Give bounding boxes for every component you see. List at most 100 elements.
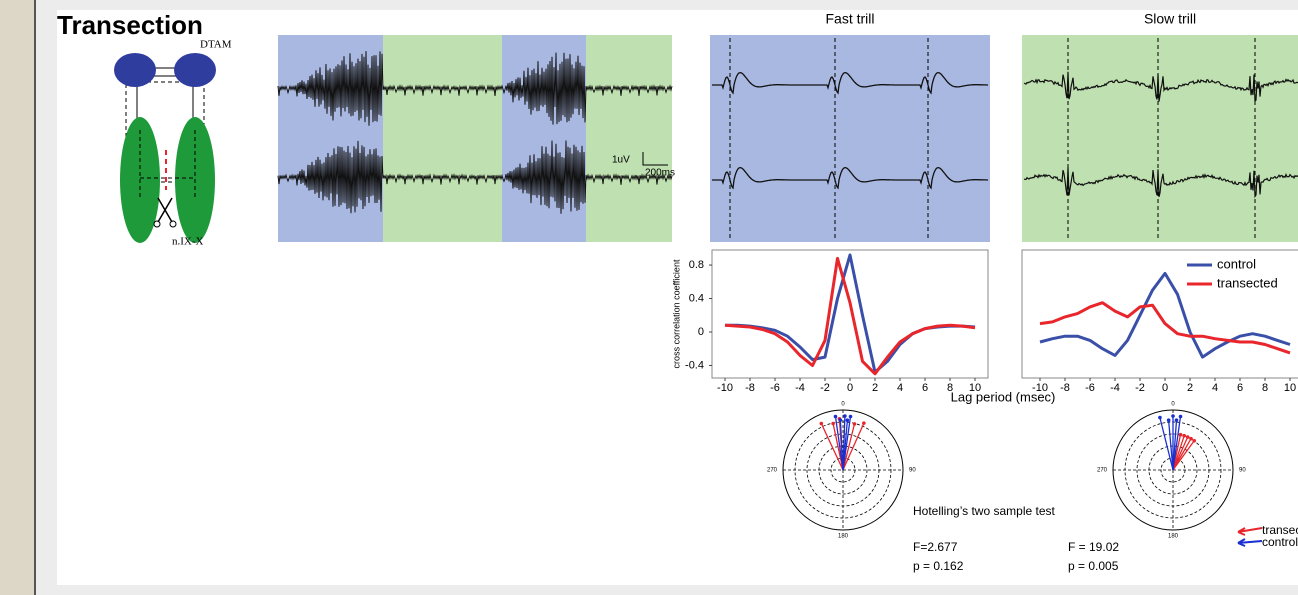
polar-arrow [842,423,856,471]
sidebar [0,0,35,595]
x-tick-label: 10 [969,382,981,394]
legend-label: control [1217,256,1256,271]
x-axis-label: Lag period (msec) [951,389,1056,404]
trace [1023,71,1298,103]
polar-arrowhead [852,422,857,426]
polar-label: 90 [1239,468,1246,474]
x-tick-label: -6 [1085,382,1095,394]
polar-label: 180 [1168,534,1179,540]
polar-arrowhead [843,414,847,418]
x-tick-label: 8 [947,382,953,394]
scale-label: 1uV [612,155,630,166]
slow-band [383,35,502,242]
panel-title: Fast trill [826,11,875,27]
x-tick-label: 4 [897,382,903,394]
x-tick-label: -6 [770,382,780,394]
slide-title: Transection [57,10,203,40]
x-tick-label: -4 [1110,382,1120,394]
polar-label: 270 [767,468,778,474]
scale-bar [642,152,668,166]
x-tick-label: 4 [1212,382,1218,394]
polar-arrowhead [1174,418,1179,422]
x-tick-label: 10 [1284,382,1296,394]
stat-p: p = 0.162 [913,559,964,573]
x-tick-label: -10 [1032,382,1048,394]
stat-p: p = 0.005 [1068,559,1119,573]
polar-arrowhead [831,421,835,426]
polar-arrowhead [1178,432,1183,437]
polar-arrow [1172,416,1182,471]
polar-arrowhead [819,421,824,426]
polar-arrow [842,422,865,471]
fast-band [502,35,586,242]
x-tick-label: -4 [795,382,805,394]
panel-title: Slow trill [1144,11,1196,27]
x-tick-label: 8 [1262,382,1268,394]
polar-arrowhead [1185,435,1190,439]
slow-trill-panel [1022,35,1298,242]
polar-label: 270 [1097,468,1108,474]
y-axis-label: cross correlation coefficient [671,259,681,368]
polar-arrow [834,416,844,471]
diagram-label: DTAM [200,39,232,51]
fast-band [278,35,383,242]
legend-arrow [1237,538,1263,547]
plot-frame [711,249,989,379]
x-tick-label: 6 [1237,382,1243,394]
diagram-label: n.IX-X [172,236,204,248]
legend-arrow [1237,527,1263,536]
polar-arrow [820,423,844,471]
polar-arrow [1167,420,1174,471]
slow-band [586,35,672,242]
stat-f: F=2.677 [913,540,958,554]
y-tick-label: -0.4 [685,359,704,371]
polar-arrowhead [833,414,838,419]
trace [277,51,673,126]
trace [712,71,988,95]
polar-arrow [1172,440,1195,471]
polar-label: 0 [841,402,845,408]
polar-arrowhead [1189,436,1193,441]
trace [277,140,673,214]
series-line [724,256,976,376]
x-tick-label: 0 [1162,382,1168,394]
x-tick-label: 0 [847,382,853,394]
polar-arrowhead [1166,418,1171,422]
x-tick-label: -8 [745,382,755,394]
polar-label: 0 [1171,402,1175,408]
x-tick-label: -2 [820,382,830,394]
legend-label: control [1262,535,1298,549]
series-line [1039,301,1291,355]
x-tick-label: -2 [1135,382,1145,394]
polar-arrowhead [1192,438,1197,443]
x-tick-label: 6 [922,382,928,394]
y-tick-label: 0.8 [689,259,704,271]
polar-arrowhead [862,421,866,425]
polar-arrowhead [1182,433,1186,438]
legend-label: transected [1217,275,1278,290]
scale-label: 200ms [645,168,675,179]
x-tick-label: -8 [1060,382,1070,394]
trace [1023,167,1298,199]
polar-label: 90 [909,468,916,474]
polar-arrowhead [838,418,843,422]
fast-trill-panel [710,35,990,242]
x-tick-label: 2 [1187,382,1193,394]
polar-arrowhead [1171,414,1175,418]
polar-arrowhead [845,418,850,422]
stat-f: F = 19.02 [1068,540,1119,554]
circuit-diagram: DTAM n.IX-X [114,39,232,248]
trace [712,166,988,190]
polar-arrowhead [1178,414,1183,419]
legend-label: transected [1262,523,1298,537]
polar-arrow [842,416,852,471]
polar-arrowhead [848,414,853,419]
polar-arrow [839,420,844,471]
polar-label: 180 [838,534,849,540]
x-tick-label: 2 [872,382,878,394]
y-tick-label: 0.4 [689,292,704,304]
y-tick-label: 0 [698,326,704,338]
polar-arrowhead [1158,415,1162,420]
